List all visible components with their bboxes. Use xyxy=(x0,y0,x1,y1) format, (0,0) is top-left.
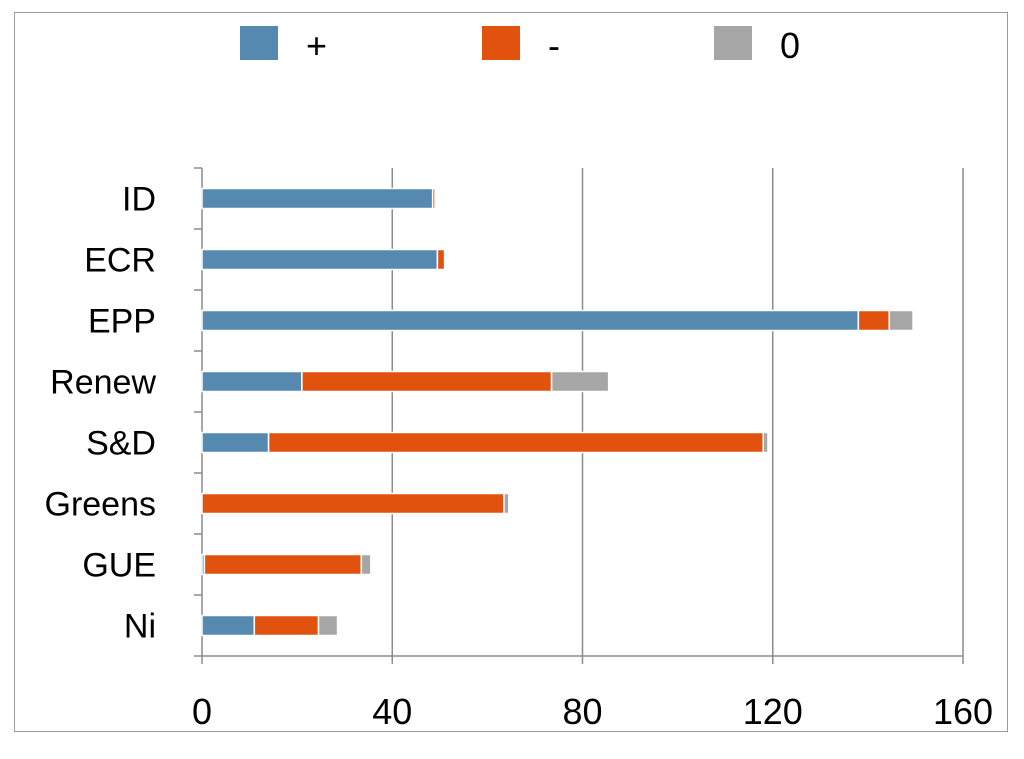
category-label: S&D xyxy=(86,425,156,463)
legend-label: 0 xyxy=(780,25,800,66)
bar-segment xyxy=(550,370,610,393)
gridlines xyxy=(391,168,964,656)
x-tick-label: 40 xyxy=(372,691,412,732)
bar-segment xyxy=(203,553,363,576)
category-label: Greens xyxy=(45,486,157,524)
x-tick-label: 80 xyxy=(562,691,602,732)
bar-segment xyxy=(201,614,256,637)
bar-segment xyxy=(888,309,914,332)
bar-segment xyxy=(201,248,439,271)
bar-segment xyxy=(201,370,303,393)
bar-segment xyxy=(201,492,505,515)
bar-segment xyxy=(431,187,436,210)
chart-frame xyxy=(14,12,1008,732)
x-tick-label: 120 xyxy=(743,691,803,732)
category-label: Renew xyxy=(50,364,156,402)
legend-swatch xyxy=(714,26,752,60)
category-label: GUE xyxy=(82,547,156,585)
bar-segment xyxy=(201,309,860,332)
category-label: ID xyxy=(122,181,156,219)
bar-segment xyxy=(360,553,372,576)
legend-swatch xyxy=(240,26,278,60)
legend-label: + xyxy=(306,25,327,66)
bar-segment xyxy=(503,492,510,515)
legend: + - 0 xyxy=(240,25,800,66)
bar-segment xyxy=(201,431,270,454)
category-labels: ID ECR EPP Renew S&D Greens GUE Ni xyxy=(45,181,157,646)
axes xyxy=(194,167,964,664)
x-tick-labels: 0 40 80 120 160 xyxy=(192,691,993,732)
category-label: Ni xyxy=(124,608,156,646)
bar-segment xyxy=(762,431,769,454)
x-tick-label: 160 xyxy=(933,691,993,732)
bar-segment xyxy=(301,370,553,393)
x-tick-label: 0 xyxy=(192,691,212,732)
bars xyxy=(201,187,914,637)
bar-segment xyxy=(267,431,764,454)
bar-segment xyxy=(317,614,339,637)
legend-label: - xyxy=(548,25,560,66)
legend-swatch xyxy=(482,26,520,60)
bar-segment xyxy=(253,614,320,637)
category-label: EPP xyxy=(88,303,156,341)
bar-segment xyxy=(436,248,446,271)
bar-segment xyxy=(201,187,434,210)
bar-segment xyxy=(857,309,891,332)
category-label: ECR xyxy=(84,242,156,280)
